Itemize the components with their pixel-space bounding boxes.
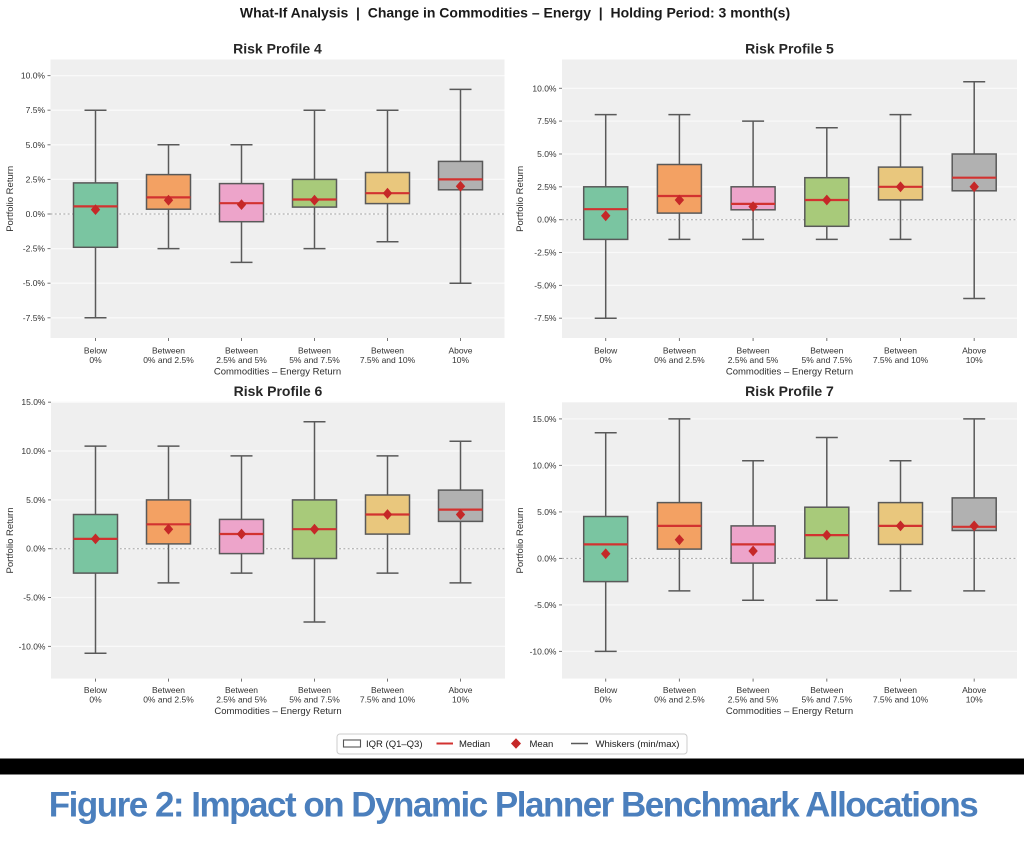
- svg-text:Below: Below: [84, 346, 108, 356]
- svg-text:7.5% and 10%: 7.5% and 10%: [360, 695, 416, 705]
- svg-text:5.0%: 5.0%: [26, 495, 46, 505]
- svg-text:5.0%: 5.0%: [537, 149, 557, 159]
- svg-text:Portfolio Return: Portfolio Return: [515, 507, 526, 573]
- svg-text:Commodities – Energy Return: Commodities – Energy Return: [214, 367, 341, 378]
- svg-text:5% and 7.5%: 5% and 7.5%: [802, 355, 853, 365]
- svg-text:2.5%: 2.5%: [537, 182, 557, 192]
- svg-text:Above: Above: [962, 685, 986, 695]
- svg-text:-2.5%: -2.5%: [23, 244, 46, 254]
- svg-text:Between: Between: [225, 346, 258, 356]
- svg-text:Risk Profile 6: Risk Profile 6: [234, 383, 323, 399]
- svg-text:Below: Below: [594, 685, 618, 695]
- svg-text:5% and 7.5%: 5% and 7.5%: [802, 695, 853, 705]
- svg-text:-5.0%: -5.0%: [23, 278, 46, 288]
- svg-text:-10.0%: -10.0%: [530, 646, 557, 656]
- svg-text:0% and 2.5%: 0% and 2.5%: [143, 695, 194, 705]
- svg-text:Between: Between: [663, 685, 696, 695]
- svg-text:0%: 0%: [89, 695, 102, 705]
- svg-text:Portfolio Return: Portfolio Return: [515, 166, 526, 232]
- svg-text:2.5% and 5%: 2.5% and 5%: [728, 695, 779, 705]
- svg-text:15.0%: 15.0%: [532, 414, 557, 424]
- svg-text:Commodities – Energy Return: Commodities – Energy Return: [726, 706, 853, 717]
- svg-text:Between: Between: [298, 346, 331, 356]
- svg-text:-2.5%: -2.5%: [534, 248, 557, 258]
- svg-text:Between: Between: [371, 685, 404, 695]
- svg-text:Above: Above: [448, 685, 472, 695]
- svg-text:0% and 2.5%: 0% and 2.5%: [654, 695, 705, 705]
- svg-text:7.5% and 10%: 7.5% and 10%: [873, 695, 929, 705]
- svg-text:Portfolio Return: Portfolio Return: [5, 166, 16, 232]
- svg-text:Risk Profile 4: Risk Profile 4: [233, 41, 322, 57]
- svg-text:2.5%: 2.5%: [26, 174, 46, 184]
- svg-text:10.0%: 10.0%: [532, 460, 557, 470]
- svg-text:-7.5%: -7.5%: [534, 313, 557, 323]
- svg-text:Between: Between: [884, 346, 917, 356]
- svg-text:Between: Between: [663, 346, 696, 356]
- svg-text:Between: Between: [884, 685, 917, 695]
- svg-text:Figure 2: Impact on Dynamic Pl: Figure 2: Impact on Dynamic Planner Benc…: [49, 786, 978, 825]
- svg-text:0.0%: 0.0%: [537, 553, 557, 563]
- svg-text:2.5% and 5%: 2.5% and 5%: [728, 355, 779, 365]
- svg-text:Mean: Mean: [530, 739, 554, 750]
- svg-text:Portfolio Return: Portfolio Return: [5, 507, 16, 573]
- svg-text:Below: Below: [594, 346, 618, 356]
- svg-text:0% and 2.5%: 0% and 2.5%: [654, 355, 705, 365]
- svg-text:Between: Between: [371, 346, 404, 356]
- svg-text:Risk Profile 7: Risk Profile 7: [745, 383, 834, 399]
- svg-text:5.0%: 5.0%: [26, 140, 46, 150]
- svg-text:Commodities – Energy Return: Commodities – Energy Return: [214, 706, 341, 717]
- svg-text:Between: Between: [152, 346, 185, 356]
- svg-text:7.5% and 10%: 7.5% and 10%: [873, 355, 929, 365]
- svg-text:5.0%: 5.0%: [537, 507, 557, 517]
- svg-text:7.5%: 7.5%: [537, 116, 557, 126]
- svg-text:Between: Between: [298, 685, 331, 695]
- svg-text:-5.0%: -5.0%: [534, 600, 557, 610]
- svg-text:10%: 10%: [966, 355, 983, 365]
- svg-text:-5.0%: -5.0%: [23, 593, 46, 603]
- svg-text:0%: 0%: [89, 355, 102, 365]
- svg-text:Between: Between: [737, 685, 770, 695]
- svg-text:10%: 10%: [452, 355, 469, 365]
- svg-text:Whiskers (min/max): Whiskers (min/max): [596, 739, 680, 750]
- svg-text:Between: Between: [152, 685, 185, 695]
- svg-text:Between: Between: [810, 346, 843, 356]
- svg-text:10%: 10%: [452, 695, 469, 705]
- svg-text:IQR (Q1–Q3): IQR (Q1–Q3): [366, 739, 423, 750]
- svg-text:-10.0%: -10.0%: [19, 641, 46, 651]
- svg-text:10.0%: 10.0%: [21, 71, 46, 81]
- svg-text:10.0%: 10.0%: [532, 83, 557, 93]
- svg-text:0%: 0%: [600, 355, 613, 365]
- svg-text:7.5% and 10%: 7.5% and 10%: [360, 355, 416, 365]
- svg-text:Commodities – Energy Return: Commodities – Energy Return: [726, 367, 853, 378]
- svg-text:Between: Between: [225, 685, 258, 695]
- svg-text:What-If Analysis | Change in: What-If Analysis | Change in Commodities…: [240, 5, 790, 21]
- svg-text:-7.5%: -7.5%: [23, 313, 46, 323]
- svg-text:0%: 0%: [600, 695, 613, 705]
- svg-text:Risk Profile 5: Risk Profile 5: [745, 41, 834, 57]
- svg-text:Above: Above: [448, 346, 472, 356]
- svg-text:0.0%: 0.0%: [26, 209, 46, 219]
- svg-text:10.0%: 10.0%: [21, 446, 46, 456]
- svg-text:0.0%: 0.0%: [26, 544, 46, 554]
- svg-text:7.5%: 7.5%: [26, 105, 46, 115]
- svg-text:Median: Median: [459, 739, 490, 750]
- svg-text:2.5% and 5%: 2.5% and 5%: [216, 355, 267, 365]
- svg-text:0.0%: 0.0%: [537, 215, 557, 225]
- svg-text:-5.0%: -5.0%: [534, 280, 557, 290]
- svg-text:Above: Above: [962, 346, 986, 356]
- svg-text:15.0%: 15.0%: [21, 397, 46, 407]
- svg-text:Between: Between: [810, 685, 843, 695]
- svg-text:0% and 2.5%: 0% and 2.5%: [143, 355, 194, 365]
- svg-text:Below: Below: [84, 685, 108, 695]
- svg-text:10%: 10%: [966, 695, 983, 705]
- svg-text:2.5% and 5%: 2.5% and 5%: [216, 695, 267, 705]
- svg-text:5% and 7.5%: 5% and 7.5%: [289, 695, 340, 705]
- svg-text:Between: Between: [737, 346, 770, 356]
- svg-text:5% and 7.5%: 5% and 7.5%: [289, 355, 340, 365]
